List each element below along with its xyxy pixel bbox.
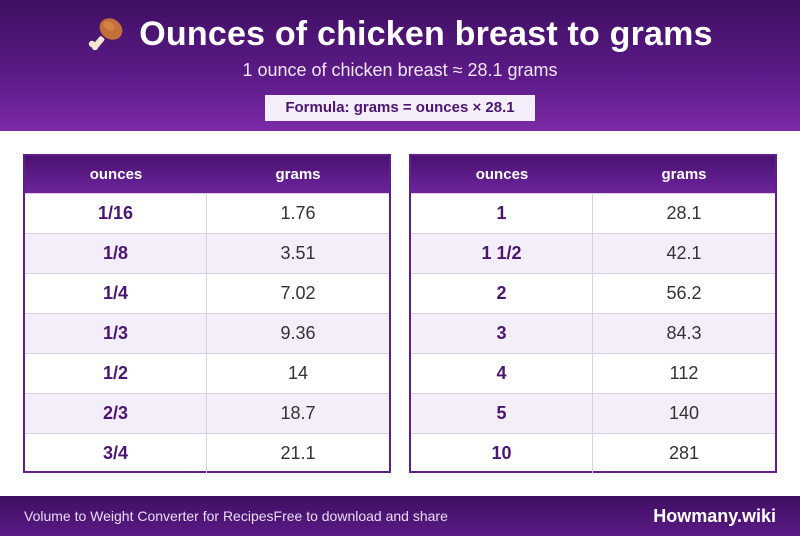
table-row: 1 28.1 [411, 193, 775, 233]
ounces-cell: 1/8 [25, 234, 207, 273]
grams-cell: 9.36 [280, 323, 316, 343]
table-row: 1/8 3.51 [25, 233, 389, 273]
table-row: 3/4 21.1 [25, 433, 389, 473]
table-row: 10 281 [411, 433, 775, 473]
table-row: 1/2 14 [25, 353, 389, 393]
grams-cell: 21.1 [280, 443, 316, 463]
column-header-ounces: ounces [475, 166, 529, 183]
grams-cell: 84.3 [666, 323, 702, 343]
formula-box: Formula: grams = ounces × 28.1 [265, 95, 535, 121]
grams-cell: 28.1 [666, 203, 702, 223]
column-header-grams: grams [661, 166, 707, 183]
title-row: Ounces of chicken breast to grams [0, 12, 800, 56]
header-banner: Ounces of chicken breast to grams 1 ounc… [0, 0, 800, 131]
ounces-cell: 1/16 [25, 194, 207, 233]
table-row: 1/3 9.36 [25, 313, 389, 353]
table-header: ounces grams [411, 156, 775, 193]
table-row: 1/16 1.76 [25, 193, 389, 233]
ounces-cell: 5 [411, 394, 593, 433]
ounces-cell: 4 [411, 354, 593, 393]
column-header-ounces: ounces [89, 166, 143, 183]
footer-tagline: Volume to Weight Converter for RecipesFr… [24, 508, 448, 524]
ounces-cell: 1 1/2 [411, 234, 593, 273]
grams-cell: 14 [287, 363, 309, 383]
drumstick-icon [89, 18, 123, 51]
grams-cell: 1.76 [280, 203, 316, 223]
table-row: 3 84.3 [411, 313, 775, 353]
grams-cell: 112 [669, 363, 699, 383]
ounces-cell: 1 [411, 194, 593, 233]
ounces-cell: 10 [411, 434, 593, 473]
conversion-table-right: ounces grams 1 28.1 1 1/2 42.1 2 56.2 3 … [409, 154, 777, 473]
page-title: Ounces of chicken breast to grams [139, 14, 713, 53]
table-row: 4 112 [411, 353, 775, 393]
grams-cell: 140 [668, 403, 700, 423]
ounces-cell: 3/4 [25, 434, 207, 473]
table-header: ounces grams [25, 156, 389, 193]
grams-cell: 7.02 [280, 283, 316, 303]
ounces-cell: 2 [411, 274, 593, 313]
ounces-cell: 1/4 [25, 274, 207, 313]
ounces-cell: 2/3 [25, 394, 207, 433]
table-row: 2 56.2 [411, 273, 775, 313]
grams-cell: 56.2 [666, 283, 702, 303]
table-row: 1 1/2 42.1 [411, 233, 775, 273]
ounces-cell: 1/2 [25, 354, 207, 393]
table-row: 5 140 [411, 393, 775, 433]
ounces-cell: 1/3 [25, 314, 207, 353]
conversion-table-left: ounces grams 1/16 1.76 1/8 3.51 1/4 7.02… [23, 154, 391, 473]
grams-cell: 42.1 [666, 243, 702, 263]
footer-brand-link[interactable]: Howmany.wiki [653, 506, 776, 526]
grams-cell: 3.51 [280, 243, 316, 263]
table-row: 2/3 18.7 [25, 393, 389, 433]
ounces-cell: 3 [411, 314, 593, 353]
grams-cell: 281 [668, 443, 700, 463]
table-row: 1/4 7.02 [25, 273, 389, 313]
footer-bar: Volume to Weight Converter for RecipesFr… [0, 496, 800, 536]
grams-cell: 18.7 [280, 403, 316, 423]
subtitle: 1 ounce of chicken breast ≈ 28.1 grams [242, 60, 558, 80]
column-header-grams: grams [275, 166, 321, 183]
